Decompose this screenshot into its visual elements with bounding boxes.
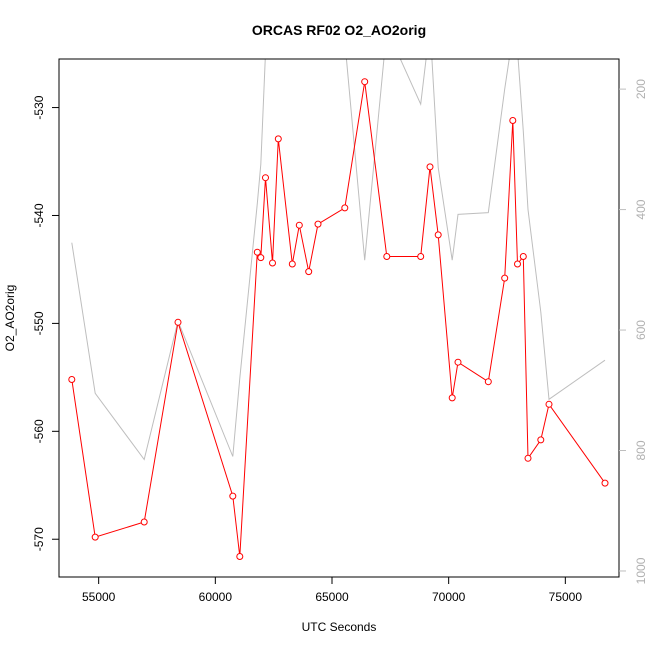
primary-data-point [501,274,509,282]
primary-data-point [514,260,521,268]
x-tick-label: 75000 [549,590,583,604]
primary-data-point [236,553,244,560]
primary-data-point [269,259,276,267]
primary-series-layer [68,78,609,560]
y2-tick-label: 400 [634,199,648,219]
primary-data-point [341,204,349,212]
primary-data-point [383,253,391,260]
chart-title: ORCAS RF02 O2_AO2orig [252,22,426,38]
primary-data-point [361,78,369,86]
primary-data-point [174,318,182,326]
y2-tick-label: 200 [634,79,648,99]
primary-data-point [262,174,269,182]
y-tick-label: -530 [32,95,46,119]
primary-data-point [253,248,261,256]
y-tick-label: -540 [32,203,46,227]
x-tick-label: 70000 [432,590,466,604]
y-tick-label: -570 [32,527,46,551]
y-axis-label: O2_AO2orig [3,285,17,352]
x-axis-label: UTC Seconds [302,620,377,634]
secondary-series-layer [71,59,606,461]
axes-layer: 55000 60000 65000 70000 75000 -570 -560 -550 -54… [32,58,648,604]
y-tick-label: -550 [32,311,46,335]
primary-data-point [426,163,434,171]
y-tick-label: -560 [32,419,46,443]
primary-data-point [545,400,553,408]
primary-data-point [314,220,322,228]
primary-data-point [417,253,425,260]
primary-data-point [509,117,517,124]
primary-data-point [484,378,492,386]
x-tick-label: 60000 [199,590,233,604]
plot-frame [58,58,620,578]
primary-data-point [524,454,532,462]
primary-data-point [288,260,296,268]
primary-data-point [434,231,442,239]
primary-series-line [71,81,606,557]
primary-data-point [519,253,527,260]
x-tick-label: 55000 [82,590,116,604]
primary-data-point [68,376,76,383]
x-tick-label: 65000 [315,590,349,604]
y2-tick-label: 600 [634,320,648,340]
primary-data-point [305,268,313,276]
primary-data-point [257,254,265,262]
primary-data-point [537,436,545,444]
primary-data-point [274,135,282,143]
secondary-series-line [71,59,606,461]
primary-data-point [229,492,237,500]
y2-tick-label: 800 [634,440,648,460]
primary-data-point [91,533,99,541]
primary-data-point [140,518,148,526]
primary-data-point [601,479,609,487]
primary-data-point [454,358,462,366]
primary-data-point [448,394,456,402]
y2-tick-label: 1000 [634,557,648,584]
primary-data-point [295,221,303,229]
